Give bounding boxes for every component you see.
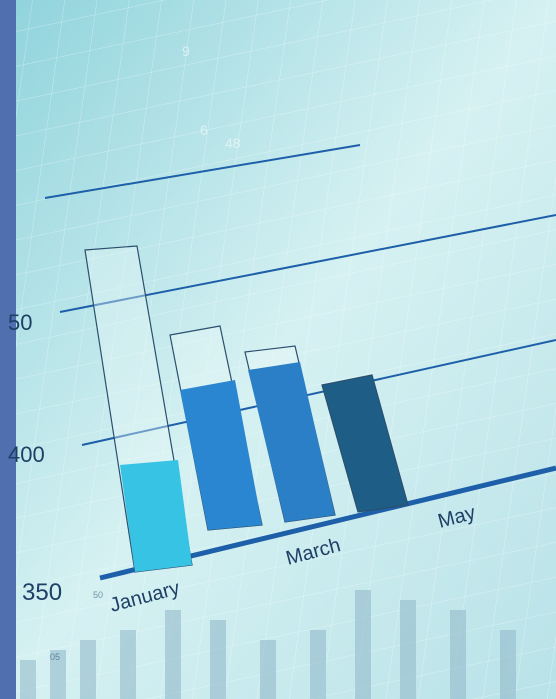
scale-labels: 50 400 350 (8, 310, 62, 606)
faint-label: 6 (200, 122, 208, 138)
faint-label: 9 (182, 43, 190, 59)
background-bars (20, 590, 516, 699)
scale-label: 400 (8, 442, 45, 467)
faint-label: 48 (225, 135, 241, 151)
faint-label: 05 (50, 652, 60, 662)
scale-label: 50 (8, 310, 32, 335)
scale-label: 350 (22, 579, 62, 606)
side-strip (0, 0, 16, 699)
faint-labels: 9 48 6 05 50 (50, 43, 241, 662)
bars (84, 245, 409, 573)
faint-label: 50 (93, 590, 103, 600)
